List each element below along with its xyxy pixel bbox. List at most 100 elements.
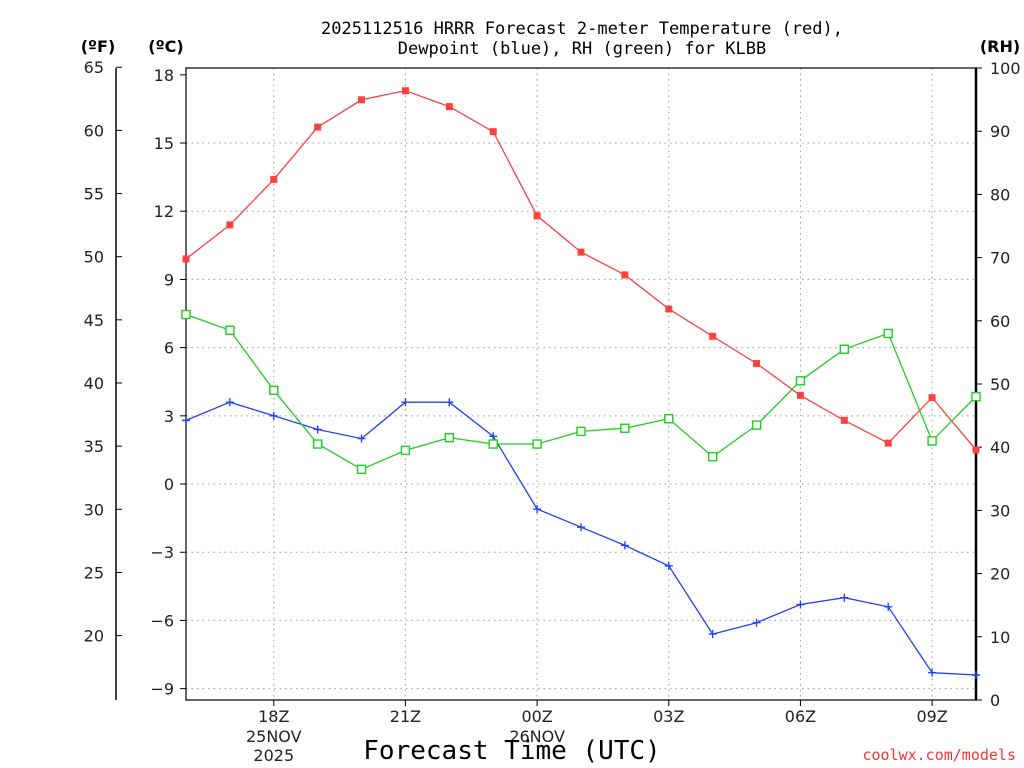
- dewpoint-point: [357, 434, 366, 443]
- celsius-tick-label: −3: [150, 543, 174, 562]
- date-label: 26NOV: [509, 727, 565, 746]
- celsius-tick-label: 6: [164, 339, 174, 358]
- temperature-point: [182, 255, 190, 263]
- rh-point: [312, 439, 323, 449]
- dewpoint-line: [185, 401, 977, 676]
- dewpoint-point: [752, 618, 761, 627]
- rh-point: [444, 433, 455, 443]
- rh-point: [181, 309, 191, 320]
- rh-line: [185, 313, 977, 471]
- rh-tick-label: 70: [990, 249, 1010, 268]
- fahrenheit-tick-label: 50: [84, 248, 104, 267]
- dewpoint-point: [313, 425, 322, 434]
- time-tick-label: 09Z: [916, 707, 947, 726]
- temperature-point: [796, 391, 804, 399]
- plot-frame: [185, 67, 977, 701]
- data-series: [181, 87, 981, 679]
- temperature-point: [226, 221, 234, 229]
- chart-title-line2: Dewpoint (blue), RH (green) for KLBB: [398, 39, 766, 59]
- rh-point: [839, 344, 850, 354]
- date-label-year: 2025: [253, 746, 294, 765]
- rh-point: [269, 385, 279, 396]
- rh-tick-label: 20: [990, 565, 1010, 584]
- grid-lines: [186, 68, 976, 700]
- temperature-point: [753, 360, 761, 368]
- celsius-unit-label: (ºC): [148, 37, 183, 56]
- temperature-point: [358, 96, 366, 104]
- rh-tick-label: 80: [990, 185, 1010, 204]
- dewpoint-point: [840, 593, 849, 602]
- rh-point: [751, 420, 762, 430]
- dewpoint-point: [796, 600, 805, 609]
- axes: 1815129630−3−6−9656055504540353025201009…: [84, 58, 1021, 765]
- fahrenheit-tick-label: 55: [84, 185, 104, 204]
- rh-point: [620, 423, 630, 433]
- fahrenheit-tick-label: 65: [84, 58, 104, 77]
- temperature-point: [884, 439, 892, 447]
- dewpoint-point: [620, 541, 629, 550]
- fahrenheit-tick-label: 35: [84, 437, 104, 456]
- credit-label: coolwx.com/models: [862, 746, 1016, 764]
- temperature-point: [665, 305, 673, 313]
- rh-tick-label: 100: [990, 59, 1021, 78]
- dewpoint-point: [533, 505, 542, 514]
- rh-point: [883, 328, 893, 339]
- dewpoint-point: [269, 411, 278, 420]
- dewpoint-point: [577, 523, 585, 532]
- rh-point: [532, 439, 542, 449]
- fahrenheit-tick-label: 60: [84, 121, 104, 140]
- dewpoint-point: [182, 416, 190, 425]
- celsius-tick-label: −9: [150, 680, 174, 699]
- rh-tick-label: 50: [990, 375, 1010, 394]
- rh-point: [707, 451, 718, 462]
- rh-point: [488, 439, 498, 449]
- time-tick-label: 21Z: [390, 707, 421, 726]
- dewpoint-point: [489, 432, 498, 441]
- rh-tick-label: 40: [990, 438, 1010, 457]
- celsius-tick-label: 12: [154, 202, 174, 221]
- rh-tick-label: 30: [990, 501, 1010, 520]
- rh-tick-label: 90: [990, 122, 1010, 141]
- celsius-tick-label: 15: [154, 134, 174, 153]
- chart-title-line1: 2025112516 HRRR Forecast 2-meter Tempera…: [321, 19, 843, 39]
- temperature-point: [621, 271, 629, 279]
- temperature-point: [314, 123, 322, 131]
- temperature-point: [928, 394, 936, 402]
- rh-tick-label: 10: [990, 628, 1010, 647]
- temperature-point: [840, 416, 848, 424]
- fahrenheit-tick-label: 20: [84, 627, 104, 646]
- fahrenheit-tick-label: 25: [84, 563, 104, 582]
- temperature-point: [533, 212, 541, 220]
- time-tick-label: 00Z: [521, 707, 552, 726]
- celsius-tick-label: 9: [164, 270, 174, 289]
- rh-point: [356, 464, 367, 475]
- fahrenheit-tick-label: 45: [84, 311, 104, 330]
- temperature-point: [972, 446, 980, 454]
- rh-point: [225, 325, 235, 335]
- temperature-point: [401, 87, 409, 95]
- dewpoint-point: [884, 602, 893, 611]
- time-tick-label: 18Z: [258, 707, 289, 726]
- dewpoint-point: [401, 398, 410, 407]
- celsius-tick-label: 3: [164, 407, 174, 426]
- time-tick-label: 06Z: [785, 707, 816, 726]
- rh-point: [795, 376, 806, 386]
- celsius-tick-label: −6: [150, 611, 174, 630]
- temperature-point: [709, 332, 717, 340]
- celsius-tick-label: 0: [164, 475, 174, 494]
- fahrenheit-tick-label: 30: [84, 500, 104, 519]
- dewpoint-point: [708, 630, 717, 639]
- time-tick-label: 03Z: [653, 707, 684, 726]
- dewpoint-point: [972, 670, 980, 679]
- dewpoint-point: [664, 561, 673, 570]
- dewpoint-point: [225, 398, 234, 407]
- x-axis-title: Forecast Time (UTC): [363, 736, 660, 766]
- temperature-point: [489, 128, 497, 136]
- celsius-tick-label: 18: [154, 66, 174, 85]
- rh-tick-label: 60: [990, 312, 1010, 331]
- temperature-point: [445, 103, 453, 111]
- temperature-line: [185, 90, 977, 451]
- fahrenheit-tick-label: 40: [84, 374, 104, 393]
- rh-point: [927, 436, 937, 446]
